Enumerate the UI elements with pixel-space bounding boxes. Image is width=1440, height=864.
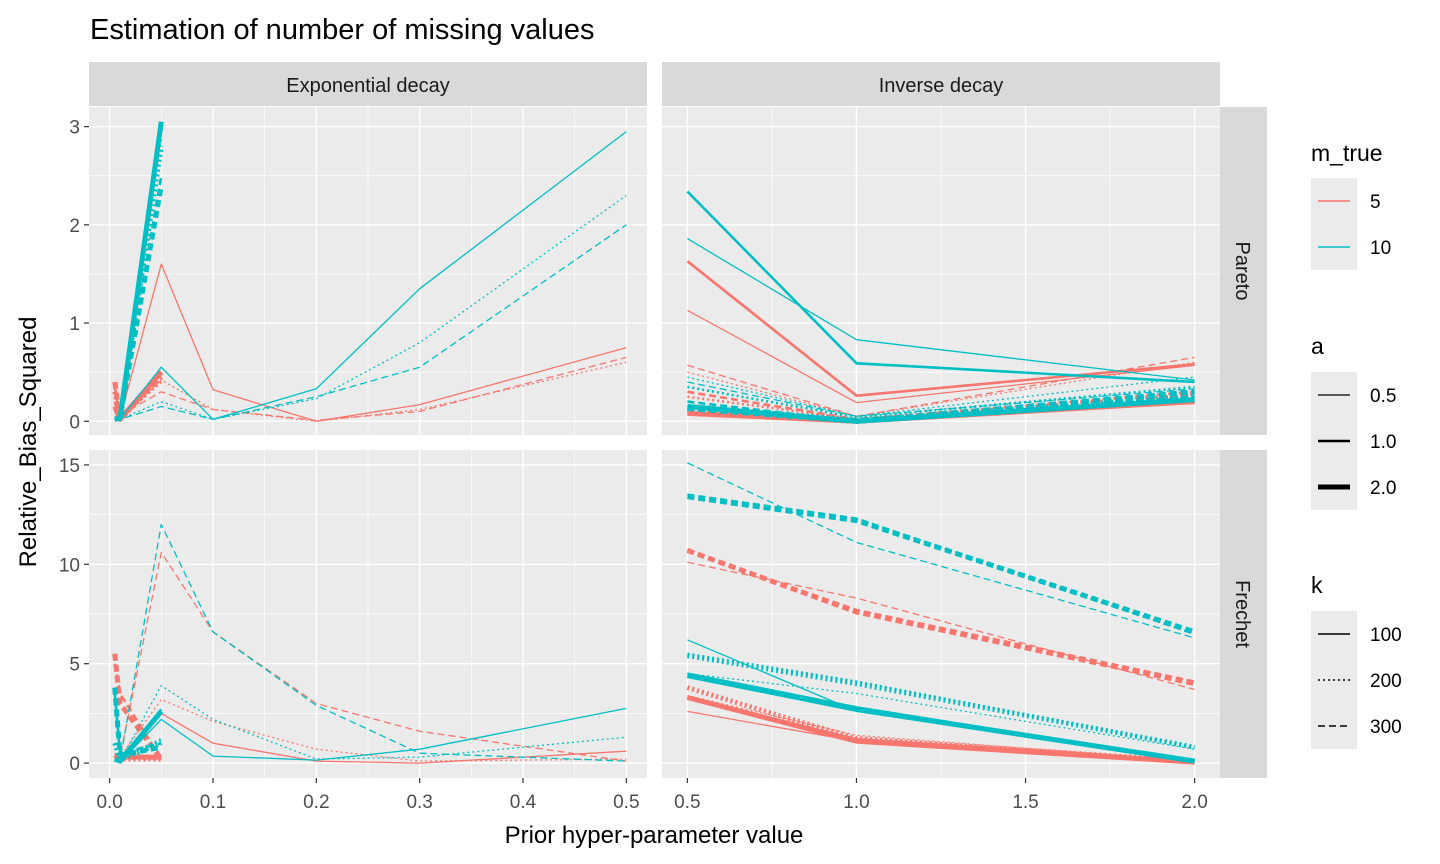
x-tick-label: 0.0 [96,792,122,813]
strip-exponential-decay [89,62,647,106]
legend-title-k: k [1311,572,1323,598]
panel-inverse-decay-pareto [662,107,1220,435]
series-line-m10-a1-0-k100 [686,190,1195,384]
panel-exponential-decay-pareto: 0 1 2 3 [69,107,647,435]
legend-label-a-0-5: 0.5 [1370,386,1396,407]
strip-label-inverse-decay: Inverse decay [879,75,1004,97]
series-line-m5-a0-5-k300 [687,561,1195,691]
x-tick-label: 2.0 [1181,792,1207,813]
series-line-m5-a2-0-k200 [686,685,1195,764]
x-tick-label: 0.5 [674,792,700,813]
series-line-m10-a2-0-k300 [112,687,162,758]
series-line-m10-a0-5-k300 [687,462,1195,639]
strip-frechet [1220,450,1267,778]
x-axis-title: Prior hyper-parameter value [505,822,804,849]
series-line-m5-a2-0-k300 [686,548,1196,687]
series-line-m10-a0-5-k200 [687,376,1195,417]
series-line-m10-a1-0-k200 [687,385,1195,419]
series-line-m5-a0-5-k300 [114,356,627,421]
strip-pareto [1220,107,1267,435]
legend-label-k-200: 200 [1370,671,1402,692]
x-tick-label: 1.0 [843,792,869,813]
series-line-m10-a2-0-k300 [687,389,1195,424]
series-line-m10-a2-0-k200 [686,653,1196,750]
y-tick-label: 3 [69,118,80,139]
legend-title-a: a [1311,333,1324,359]
panel-inverse-decay-frechet: 0.5 1.0 1.5 2.0 [662,450,1220,813]
series-line-m10-a0-5-k200 [687,672,1195,750]
legend-label-k-100: 100 [1370,625,1402,646]
legend: m_true 5 10 a 0.5 1.0 2.0 k 100 200 300 [1311,140,1402,749]
series-line-m5-a2-0-k300 [112,653,164,761]
series-line-m10-a2-0-k300 [114,185,164,422]
strip-label-pareto: Pareto [1231,242,1253,301]
series-line-m10-a0-5-k300 [687,381,1195,417]
series-line-m10-a2-0-k300 [687,494,1196,635]
legend-label-k-300: 300 [1370,717,1402,738]
series-line-m10-a2-0-k100 [686,673,1195,764]
x-tick-label: 1.5 [1012,792,1038,813]
legend-label-m-true-10: 10 [1370,238,1391,259]
y-axis-title: Relative_Bias_Squared [15,317,42,568]
x-tick-label: 0.4 [510,792,537,813]
strip-label-exponential-decay: Exponential decay [286,75,449,97]
legend-label-a-2-0: 2.0 [1370,478,1396,499]
y-tick-label: 15 [59,456,80,477]
panels-layer: 0 1 2 3 0 5 10 15 0.0 0.1 0.2 0.3 0.4 0.5 0.5 1.0 1.5 2.0 [59,107,1220,813]
legend-label-m-true-5: 5 [1370,192,1381,213]
series-line-m10-a2-0-k200 [112,740,163,762]
series-line-m5-a0-5-k100 [687,309,1195,404]
x-tick-label: 0.1 [200,792,226,813]
y-tick-label: 1 [69,314,80,335]
y-tick-label: 0 [69,412,80,433]
legend-title-m-true: m_true [1311,140,1383,166]
legend-label-a-1-0: 1.0 [1370,432,1396,453]
y-tick-label: 2 [69,216,80,237]
chart-title: Estimation of number of missing values [90,14,595,46]
y-tick-label: 10 [59,555,80,576]
x-tick-label: 0.3 [406,792,432,813]
panel-exponential-decay-frechet: 0 5 10 15 0.0 0.1 0.2 0.3 0.4 0.5 [59,450,647,813]
legend-keys-m-true [1311,178,1357,270]
strip-label-frechet: Frechet [1231,580,1253,648]
series-line-m10-a0-5-k100 [687,238,1195,381]
y-tick-label: 5 [69,655,80,676]
strip-inverse-decay [662,62,1220,106]
y-tick-label: 0 [69,754,80,775]
x-tick-label: 0.2 [303,792,329,813]
x-tick-label: 0.5 [613,792,639,813]
